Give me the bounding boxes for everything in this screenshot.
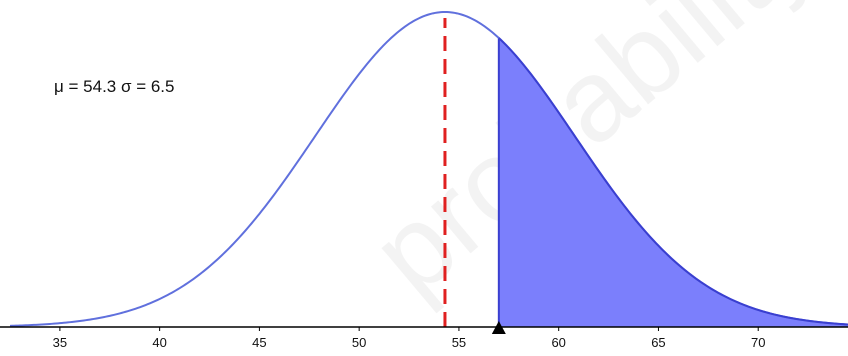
x-tick-label: 70 [751,335,765,350]
x-tick-label: 55 [452,335,466,350]
x-tick-label: 35 [53,335,67,350]
shaded-tail-area [498,38,848,327]
distribution-parameters: μ = 54.3 σ = 6.5 [54,77,174,96]
x-tick-label: 45 [252,335,266,350]
x-tick-label: 40 [152,335,166,350]
x-tick-label: 50 [352,335,366,350]
plot-area: 35 40 45 50 55 60 65 70 [0,10,848,350]
x-tick-label: 65 [651,335,665,350]
value-marker-triangle [491,321,506,334]
shaded-curve-edge [498,37,848,326]
x-tick-label: 60 [551,335,565,350]
